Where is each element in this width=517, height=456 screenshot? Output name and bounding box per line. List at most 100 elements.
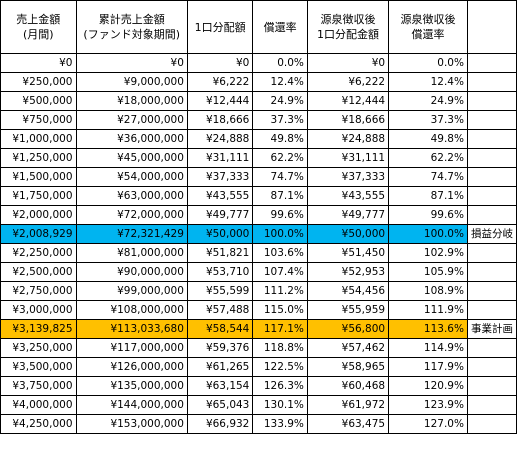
cell-net-rate[interactable]: 114.9% [388,338,468,358]
cell-net-rate[interactable]: 117.9% [388,357,468,377]
cell-rate[interactable]: 115.0% [252,300,308,320]
cell-cumulative[interactable]: ¥81,000,000 [75,243,188,263]
cell-cumulative[interactable]: ¥63,000,000 [75,186,188,206]
cell-net-rate[interactable]: 99.6% [388,205,468,225]
cell-sales[interactable]: ¥2,250,000 [0,243,77,263]
cell-cumulative[interactable]: ¥36,000,000 [75,129,188,149]
cell-dist[interactable]: ¥59,376 [186,338,254,358]
cell-sales[interactable]: ¥250,000 [0,72,77,92]
cell-net-rate[interactable]: 102.9% [388,243,468,263]
cell-sales[interactable]: ¥3,750,000 [0,376,77,396]
cell-net-dist[interactable]: ¥6,222 [306,72,390,92]
cell-rate[interactable]: 37.3% [252,110,308,130]
cell-rate[interactable]: 74.7% [252,167,308,187]
cell-net-dist[interactable]: ¥52,953 [306,262,390,282]
cell-rate[interactable]: 103.6% [252,243,308,263]
cell-dist[interactable]: ¥63,154 [186,376,254,396]
cell-sales[interactable]: ¥1,750,000 [0,186,77,206]
cell-net-rate[interactable]: 12.4% [388,72,468,92]
cell-net-rate[interactable]: 0.0% [388,53,468,73]
cell-cumulative[interactable]: ¥135,000,000 [75,376,188,396]
cell-dist[interactable]: ¥57,488 [186,300,254,320]
cell-cumulative[interactable]: ¥144,000,000 [75,395,188,415]
cell-rate[interactable]: 111.2% [252,281,308,301]
cell-rate[interactable]: 0.0% [252,53,308,73]
cell-dist[interactable]: ¥49,777 [186,205,254,225]
cell-net-dist[interactable]: ¥57,462 [306,338,390,358]
cell-sales[interactable]: ¥500,000 [0,91,77,111]
cell-sales[interactable]: ¥4,250,000 [0,414,77,434]
cell-net-rate[interactable]: 100.0% [388,224,468,244]
cell-rate[interactable]: 118.8% [252,338,308,358]
cell-dist[interactable]: ¥18,666 [186,110,254,130]
cell-sales[interactable]: ¥2,750,000 [0,281,77,301]
cell-net-dist[interactable]: ¥31,111 [306,148,390,168]
cell-dist[interactable]: ¥43,555 [186,186,254,206]
cell-sales[interactable]: ¥2,500,000 [0,262,77,282]
cell-rate[interactable]: 107.4% [252,262,308,282]
cell-cumulative[interactable]: ¥54,000,000 [75,167,188,187]
cell-rate[interactable]: 99.6% [252,205,308,225]
cell-sales[interactable]: ¥1,500,000 [0,167,77,187]
cell-net-dist[interactable]: ¥18,666 [306,110,390,130]
cell-rate[interactable]: 122.5% [252,357,308,377]
cell-net-rate[interactable]: 37.3% [388,110,468,130]
header-sales[interactable]: 売上金額 (月間) [0,0,77,54]
cell-cumulative[interactable]: ¥126,000,000 [75,357,188,377]
cell-sales[interactable]: ¥2,008,929 [0,224,77,244]
cell-net-rate[interactable]: 24.9% [388,91,468,111]
cell-rate[interactable]: 12.4% [252,72,308,92]
cell-dist[interactable]: ¥6,222 [186,72,254,92]
cell-cumulative[interactable]: ¥18,000,000 [75,91,188,111]
header-net-dist[interactable]: 源泉徴収後 1口分配金額 [306,0,390,54]
cell-cumulative[interactable]: ¥0 [75,53,188,73]
cell-sales[interactable]: ¥750,000 [0,110,77,130]
cell-net-dist[interactable]: ¥58,965 [306,357,390,377]
cell-net-dist[interactable]: ¥61,972 [306,395,390,415]
cell-sales[interactable]: ¥0 [0,53,77,73]
cell-dist[interactable]: ¥50,000 [186,224,254,244]
cell-rate[interactable]: 100.0% [252,224,308,244]
cell-rate[interactable]: 130.1% [252,395,308,415]
cell-sales[interactable]: ¥3,000,000 [0,300,77,320]
cell-net-rate[interactable]: 87.1% [388,186,468,206]
header-rate[interactable]: 償還率 [252,0,308,54]
cell-net-dist[interactable]: ¥50,000 [306,224,390,244]
cell-dist[interactable]: ¥55,599 [186,281,254,301]
cell-net-dist[interactable]: ¥37,333 [306,167,390,187]
cell-cumulative[interactable]: ¥108,000,000 [75,300,188,320]
cell-sales[interactable]: ¥4,000,000 [0,395,77,415]
cell-net-dist[interactable]: ¥60,468 [306,376,390,396]
cell-sales[interactable]: ¥1,250,000 [0,148,77,168]
cell-dist[interactable]: ¥58,544 [186,319,254,339]
cell-net-rate[interactable]: 105.9% [388,262,468,282]
cell-dist[interactable]: ¥51,821 [186,243,254,263]
cell-dist[interactable]: ¥31,111 [186,148,254,168]
cell-sales[interactable]: ¥1,000,000 [0,129,77,149]
cell-dist[interactable]: ¥24,888 [186,129,254,149]
header-dist[interactable]: 1口分配額 [186,0,254,54]
cell-rate[interactable]: 62.2% [252,148,308,168]
cell-rate[interactable]: 87.1% [252,186,308,206]
cell-net-dist[interactable]: ¥0 [306,53,390,73]
cell-cumulative[interactable]: ¥113,033,680 [75,319,188,339]
cell-net-dist[interactable]: ¥63,475 [306,414,390,434]
cell-sales[interactable]: ¥3,500,000 [0,357,77,377]
cell-net-rate[interactable]: 113.6% [388,319,468,339]
cell-net-dist[interactable]: ¥51,450 [306,243,390,263]
cell-rate[interactable]: 117.1% [252,319,308,339]
cell-net-dist[interactable]: ¥49,777 [306,205,390,225]
cell-cumulative[interactable]: ¥27,000,000 [75,110,188,130]
cell-net-rate[interactable]: 111.9% [388,300,468,320]
cell-cumulative[interactable]: ¥117,000,000 [75,338,188,358]
cell-net-dist[interactable]: ¥24,888 [306,129,390,149]
cell-sales[interactable]: ¥2,000,000 [0,205,77,225]
cell-rate[interactable]: 49.8% [252,129,308,149]
cell-dist[interactable]: ¥61,265 [186,357,254,377]
cell-net-rate[interactable]: 127.0% [388,414,468,434]
cell-net-dist[interactable]: ¥55,959 [306,300,390,320]
cell-net-rate[interactable]: 120.9% [388,376,468,396]
cell-rate[interactable]: 133.9% [252,414,308,434]
cell-dist[interactable]: ¥12,444 [186,91,254,111]
cell-dist[interactable]: ¥53,710 [186,262,254,282]
